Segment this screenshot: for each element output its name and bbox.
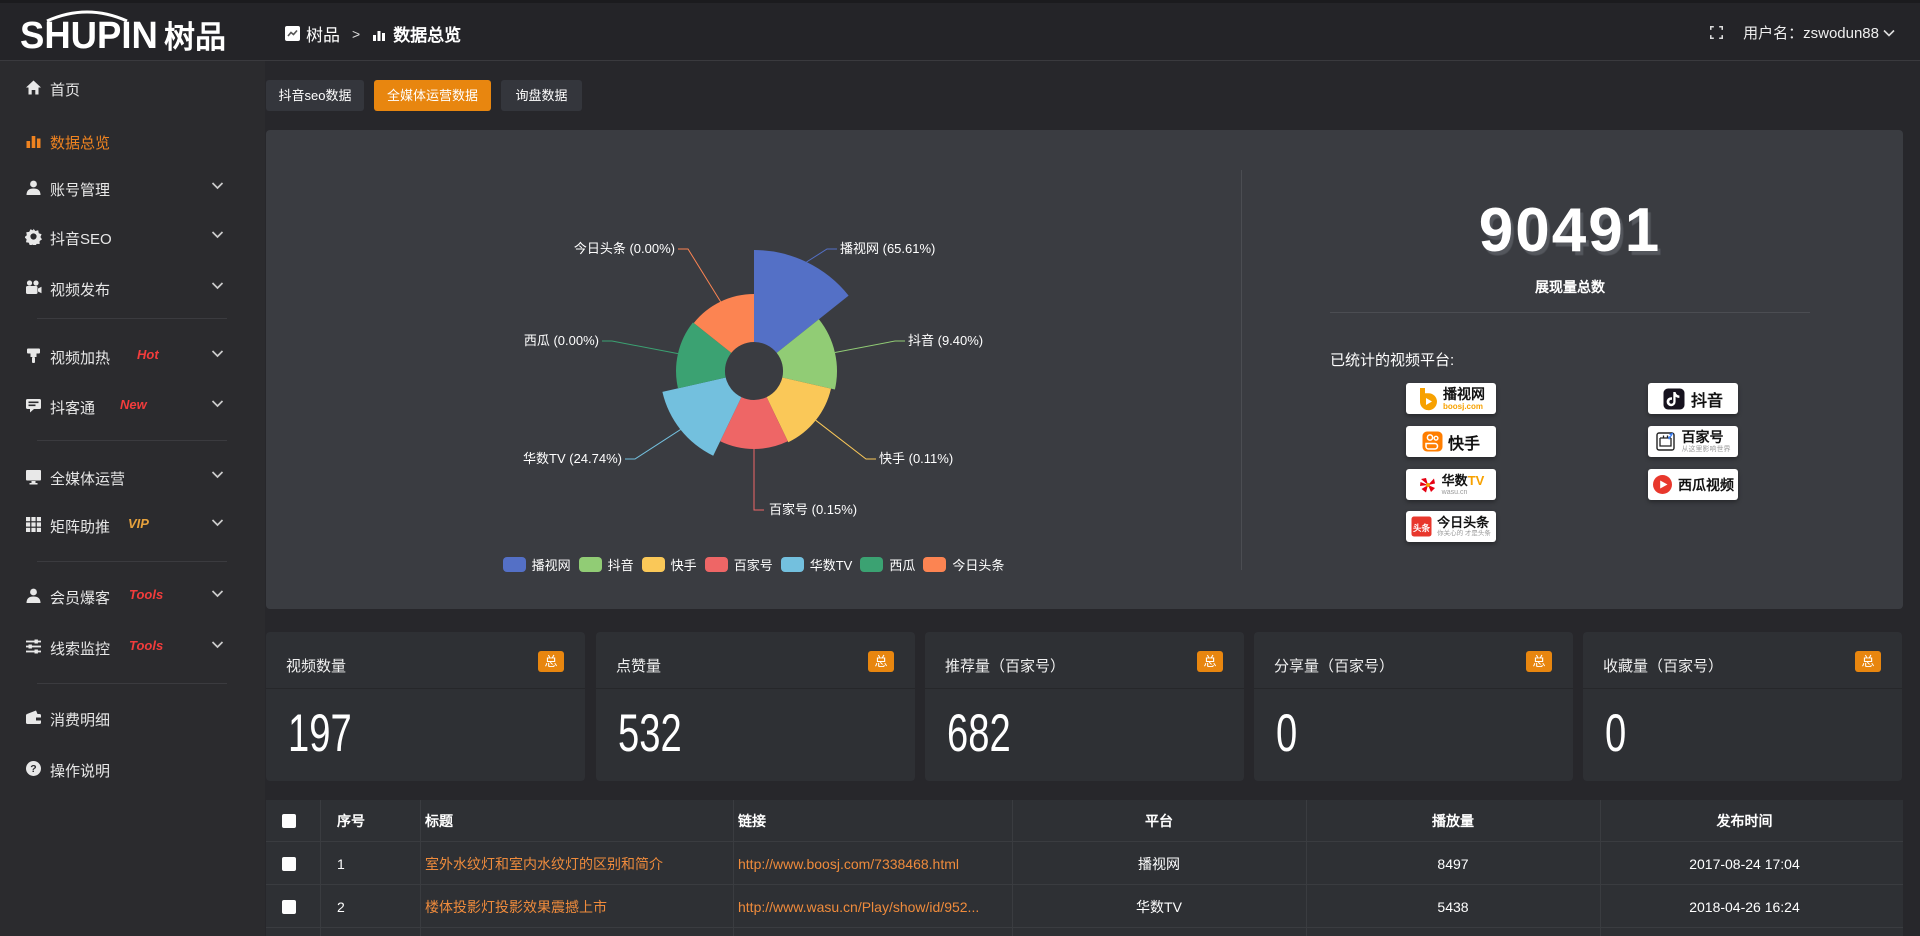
- svg-text:树品: 树品: [164, 20, 226, 55]
- svg-text:头条: 头条: [1413, 523, 1431, 533]
- svg-text:播视网 (65.61%): 播视网 (65.61%): [840, 241, 935, 256]
- svg-text:抖音 (9.40%): 抖音 (9.40%): [908, 333, 983, 348]
- svg-text:西瓜 (0.00%): 西瓜 (0.00%): [524, 333, 599, 348]
- svg-text:快手 (0.11%): 快手 (0.11%): [879, 451, 953, 466]
- svg-text:今日头条 (0.00%): 今日头条 (0.00%): [574, 241, 675, 256]
- svg-text:?: ?: [30, 763, 36, 775]
- svg-text:百家号 (0.15%): 百家号 (0.15%): [769, 502, 857, 517]
- svg-text:SHUPIN: SHUPIN: [20, 13, 158, 56]
- svg-text:华数TV (24.74%): 华数TV (24.74%): [523, 451, 622, 466]
